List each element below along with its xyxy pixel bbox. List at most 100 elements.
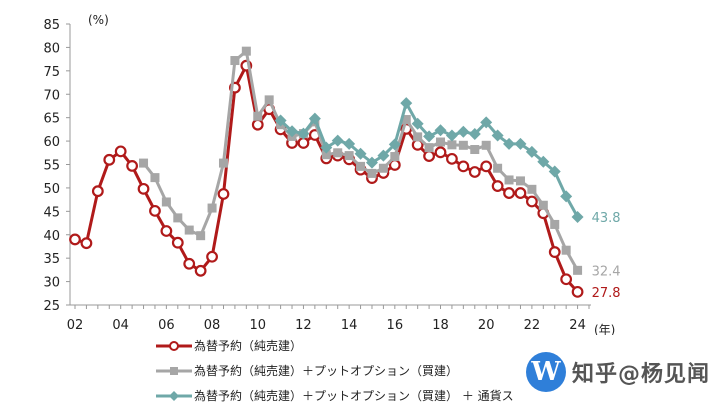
data-point xyxy=(184,225,194,235)
data-point xyxy=(320,141,333,154)
watermark-logo-icon: W xyxy=(526,352,566,392)
y-tick-label: 35 xyxy=(43,252,60,267)
chart-series: 27.8 32.4 43.8 xyxy=(69,46,621,301)
data-point xyxy=(218,158,228,168)
data-point xyxy=(514,187,527,199)
data-point xyxy=(550,219,560,229)
x-tick-label: 24 xyxy=(569,318,586,333)
series-3: 43.8 xyxy=(274,97,621,226)
y-axis-unit: (%) xyxy=(88,13,109,27)
data-point xyxy=(194,264,207,277)
data-point xyxy=(514,137,527,150)
watermark: W 知乎@杨见闻 xyxy=(526,352,710,392)
end-value-label: 27.8 xyxy=(592,286,621,301)
data-point xyxy=(481,140,491,150)
legend-label: 為替予約（純売建）＋プットオプション（買建） ＋ 通貨ス xyxy=(194,389,514,403)
legend-item-forward-put-swap: 為替予約（純売建）＋プットオプション（買建） ＋ 通貨ス xyxy=(156,383,514,408)
x-tick-label: 16 xyxy=(387,318,404,333)
line-chart: 25 30 35 40 45 50 55 60 65 70 75 80 85 02 04 06 08 10 12 14… xyxy=(43,13,621,335)
data-point xyxy=(149,204,161,217)
x-tick-label: 12 xyxy=(295,318,312,333)
legend-label: 為替予約（純売建）＋プットオプション（買建） xyxy=(194,364,459,378)
end-value-label: 43.8 xyxy=(592,211,621,226)
data-point xyxy=(139,158,149,168)
data-point xyxy=(253,111,263,121)
data-point xyxy=(344,151,354,161)
data-point xyxy=(388,138,401,151)
data-point xyxy=(365,156,378,169)
data-point xyxy=(423,130,436,143)
circle-marker-icon xyxy=(156,339,192,353)
data-point xyxy=(424,143,434,153)
data-point xyxy=(343,137,356,150)
data-point xyxy=(493,163,503,173)
data-point xyxy=(411,117,424,130)
data-point xyxy=(525,195,538,208)
y-tick-label: 70 xyxy=(43,88,60,103)
y-tick-label: 30 xyxy=(43,276,60,291)
data-point xyxy=(251,118,264,131)
data-point xyxy=(446,152,458,165)
y-tick-label: 55 xyxy=(43,159,60,174)
data-point xyxy=(525,145,538,158)
x-tick-label: 14 xyxy=(341,318,358,333)
data-point xyxy=(515,176,525,186)
legend-item-forward-plus-put: 為替予約（純売建）＋プットオプション（買建） xyxy=(156,358,514,383)
data-point xyxy=(390,152,400,162)
y-tick-label: 45 xyxy=(43,205,60,220)
data-point xyxy=(457,125,470,138)
x-tick-label: 08 xyxy=(204,318,221,333)
data-point xyxy=(401,115,411,125)
chart-legend: 為替予約（純売建） 為替予約（純売建）＋プットオプション（買建） 為替予約（純売… xyxy=(156,333,514,408)
data-point xyxy=(504,175,514,185)
legend-label: 為替予約（純売建） xyxy=(194,339,303,353)
data-point xyxy=(445,129,458,142)
y-tick-label: 25 xyxy=(43,299,60,314)
data-point xyxy=(378,163,388,173)
data-point xyxy=(230,56,240,66)
data-point xyxy=(480,160,493,173)
y-tick-label: 60 xyxy=(43,135,60,150)
x-tick-label: 18 xyxy=(432,318,449,333)
data-point xyxy=(573,265,583,275)
data-point xyxy=(571,210,584,223)
x-axis-unit: (年) xyxy=(594,323,615,335)
data-point xyxy=(196,231,206,241)
y-tick-label: 65 xyxy=(43,112,60,127)
data-point xyxy=(413,132,423,142)
data-point xyxy=(103,153,116,166)
data-point xyxy=(491,180,504,192)
data-point xyxy=(457,160,470,173)
data-point xyxy=(458,140,468,150)
data-point xyxy=(548,246,561,258)
data-point xyxy=(548,165,561,178)
chart-axes: 25 30 35 40 45 50 55 60 65 70 75 80 85 02 04 06 08 10 12 14… xyxy=(43,18,591,333)
y-tick-label: 50 xyxy=(43,182,60,197)
data-point xyxy=(560,190,573,203)
data-point xyxy=(137,182,150,195)
data-point xyxy=(69,233,81,246)
y-tick-label: 75 xyxy=(43,65,60,80)
y-tick-label: 85 xyxy=(43,18,60,33)
data-point xyxy=(207,203,217,213)
data-point xyxy=(161,197,171,207)
data-point xyxy=(264,95,274,105)
data-point xyxy=(447,140,457,150)
x-tick-label: 22 xyxy=(524,318,541,333)
data-point xyxy=(468,166,481,178)
data-point xyxy=(331,134,344,147)
data-point xyxy=(80,237,93,250)
data-point xyxy=(171,236,184,249)
data-point xyxy=(91,185,104,198)
series-2: 32.4 xyxy=(139,46,621,279)
data-point xyxy=(470,145,480,155)
data-point xyxy=(436,137,446,147)
end-value-label: 32.4 xyxy=(592,264,621,279)
data-point xyxy=(377,149,390,162)
y-tick-label: 40 xyxy=(43,229,60,244)
data-point xyxy=(333,148,343,158)
data-point xyxy=(367,168,377,178)
data-point xyxy=(217,188,230,200)
data-point xyxy=(274,114,287,127)
data-point xyxy=(150,173,160,183)
